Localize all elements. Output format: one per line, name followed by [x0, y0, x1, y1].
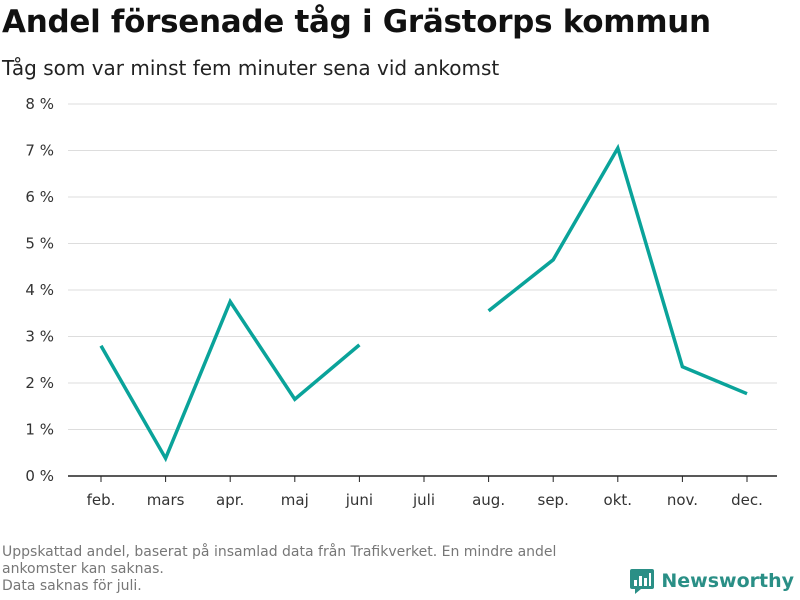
y-tick-label: 6 % [25, 188, 54, 206]
y-tick-label: 0 % [25, 467, 54, 485]
y-tick-label: 5 % [25, 235, 54, 253]
x-tick-label: sep. [538, 491, 569, 509]
x-tick-label: aug. [472, 491, 505, 509]
y-tick-label: 2 % [25, 374, 54, 392]
footer-line-2: ankomster kan saknas. [2, 561, 164, 577]
x-axis-tick-labels: feb. mars apr. maj juni juli aug. sep. okt. nov. d… [87, 476, 763, 509]
x-tick-label: juli [412, 491, 435, 509]
x-tick-label: apr. [216, 491, 244, 509]
footer-note: Uppskattad andel, baserat på insamlad da… [2, 544, 642, 595]
y-tick-label: 7 % [25, 142, 54, 160]
x-tick-label: okt. [604, 491, 633, 509]
line-chart: 0 % 1 % 2 % 3 % 4 % 5 % 6 % 7 % 8 % feb. mars apr.… [25, 95, 777, 509]
grid-lines [68, 103, 777, 477]
x-tick-label: feb. [87, 491, 116, 509]
x-tick-label: mars [147, 491, 185, 509]
series-line-segment [487, 143, 748, 396]
y-tick-label: 4 % [25, 281, 54, 299]
y-tick-label: 8 % [25, 95, 54, 113]
series-line-segment [99, 297, 361, 463]
chart-title: Andel försenade tåg i Grästorps kommun [2, 4, 711, 40]
brand-logo: Newsworthy [629, 568, 794, 594]
series-lines [99, 143, 748, 463]
x-tick-label: juni [345, 491, 373, 509]
y-axis-tick-labels: 0 % 1 % 2 % 3 % 4 % 5 % 6 % 7 % 8 % [25, 95, 54, 485]
chart-subtitle: Tåg som var minst fem minuter sena vid a… [2, 56, 500, 80]
x-tick-label: maj [281, 491, 309, 509]
footer-line-1: Uppskattad andel, baserat på insamlad da… [2, 544, 557, 560]
y-tick-label: 3 % [25, 328, 54, 346]
footer-line-3: Data saknas för juli. [2, 578, 142, 594]
newsworthy-logo-icon [630, 569, 655, 594]
x-tick-label: dec. [731, 491, 763, 509]
y-tick-label: 1 % [25, 421, 54, 439]
brand-name: Newsworthy [661, 570, 794, 592]
x-tick-label: nov. [667, 491, 698, 509]
